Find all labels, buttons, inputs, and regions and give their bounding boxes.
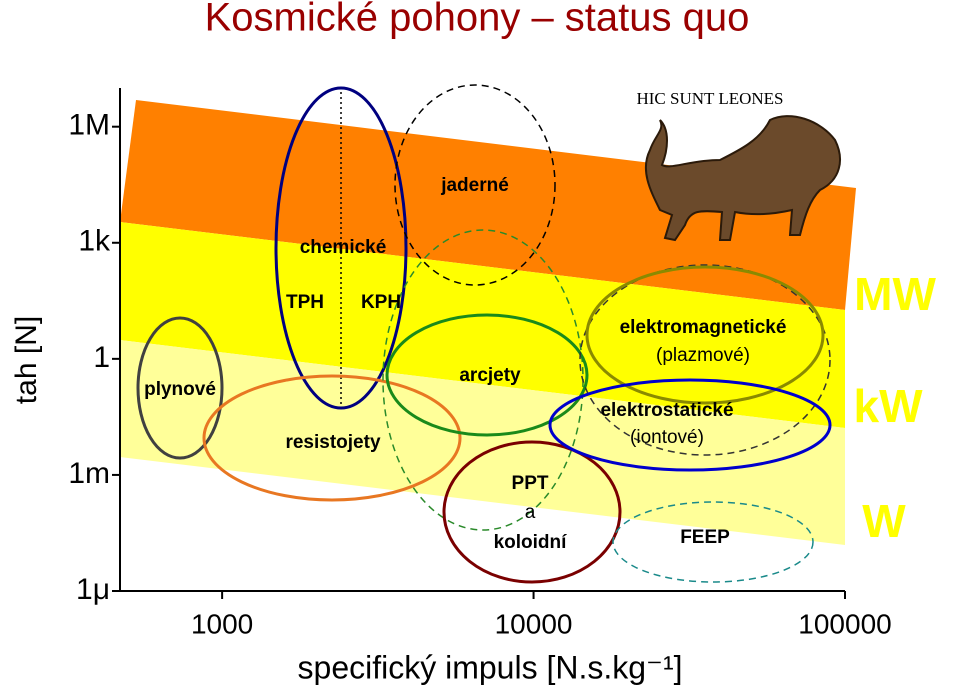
y-axis-title: tah [N]	[10, 316, 43, 404]
region-label: elektromagnetické	[620, 317, 787, 338]
region-label: koloidní	[494, 532, 568, 553]
chart-title: Kosmické pohony – status quo	[205, 0, 750, 40]
region-label: TPH	[286, 292, 324, 313]
annotation: HIC SUNT LEONES	[636, 89, 783, 108]
y-tick-label: 1μ	[76, 573, 110, 606]
x-axis-title: specifický impuls [N.s.kg⁻¹]	[298, 649, 683, 685]
power-label: MW	[854, 268, 936, 320]
region-label: (iontové)	[630, 427, 704, 448]
band-kw	[120, 222, 845, 428]
y-tick-label: 1m	[68, 457, 110, 490]
region-label: KPH	[361, 292, 401, 313]
region-label: FEEP	[680, 527, 730, 548]
power-label: kW	[854, 380, 924, 432]
region-label: elektrostatické	[600, 400, 733, 421]
region-outline	[136, 316, 224, 460]
region-outline	[385, 313, 589, 437]
region-label: jaderné	[440, 175, 509, 196]
region-outline	[548, 378, 832, 472]
power-label: W	[862, 495, 906, 547]
region-outline	[394, 84, 556, 286]
region-label: a	[525, 502, 536, 523]
x-tick-label: 10000	[495, 608, 573, 639]
band-mw	[120, 100, 856, 310]
x-tick-label: 1000	[191, 608, 253, 639]
region-outline	[585, 265, 825, 405]
lion-illustration	[644, 115, 841, 242]
region-label: resistojety	[285, 432, 380, 453]
y-tick-label: 1	[93, 341, 110, 374]
region-label: (plazmové)	[656, 345, 750, 366]
region-outline	[202, 374, 462, 502]
region-outline	[579, 264, 831, 456]
region-outline	[274, 86, 408, 410]
region-label: arcjety	[459, 365, 521, 386]
region-label: PPT	[512, 473, 549, 494]
region-outline	[442, 440, 622, 584]
region-outline	[612, 501, 814, 583]
region-label: chemické	[300, 237, 387, 258]
band-w	[120, 340, 845, 545]
y-tick-label: 1k	[78, 225, 111, 258]
x-tick-label: 100000	[798, 608, 891, 639]
region-label: plynové	[144, 379, 216, 400]
y-tick-label: 1M	[68, 109, 110, 142]
